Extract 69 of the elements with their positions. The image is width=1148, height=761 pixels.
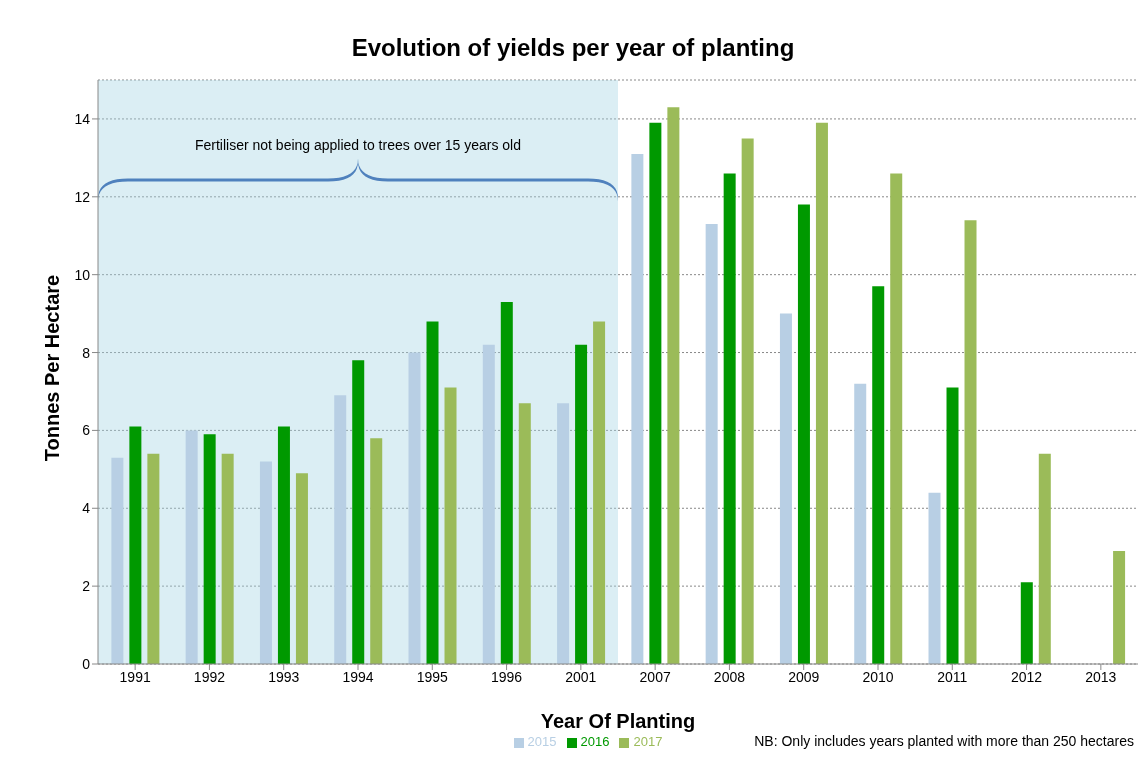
y-axis-title: Tonnes Per Hectare [40, 274, 64, 462]
x-tick-label: 2012 [1010, 668, 1043, 685]
bar [500, 301, 513, 664]
x-tick-label: 1996 [490, 668, 523, 685]
bar [946, 387, 959, 664]
bar [277, 426, 290, 664]
bar [352, 360, 365, 664]
bar [779, 313, 792, 664]
bar [518, 403, 531, 664]
bar [1038, 453, 1051, 664]
bar [185, 430, 198, 664]
bar [797, 204, 810, 664]
bar [557, 403, 570, 664]
bar [854, 383, 867, 664]
x-tick-label: 1992 [193, 668, 226, 685]
y-tick-label: 0 [82, 655, 91, 672]
bar [705, 224, 718, 664]
bar [426, 321, 439, 664]
x-tick-label: 2013 [1085, 668, 1117, 685]
x-tick-label: 2008 [713, 668, 746, 685]
bar [815, 122, 828, 664]
bar [482, 344, 495, 664]
x-tick-label: 2001 [565, 668, 597, 685]
chart-title: Evolution of yields per year of planting [350, 34, 796, 62]
bar [444, 387, 457, 664]
y-tick-label: 6 [82, 422, 91, 439]
bar [370, 438, 383, 664]
bar [872, 286, 885, 664]
bar [203, 434, 216, 664]
legend-label: 2017 [633, 734, 663, 749]
text: NB: Only includes years planted with more than 250 hectares [754, 733, 1134, 749]
legend-label: 2015 [527, 734, 557, 749]
band-label: Fertiliser not being applied to trees over 15 years old [194, 137, 522, 153]
bar [667, 107, 680, 664]
legend-label: 2016 [580, 734, 610, 749]
bar [221, 453, 234, 664]
y-tick-label: 4 [82, 500, 91, 517]
y-tick-label: 8 [82, 344, 91, 361]
x-tick-label: 2010 [862, 668, 894, 685]
bar [408, 352, 421, 664]
bar [631, 153, 644, 664]
bar [723, 173, 736, 664]
x-tick-label: 1995 [416, 668, 449, 685]
bar [259, 461, 272, 664]
x-tick-label: 2007 [639, 668, 671, 685]
bar [593, 321, 606, 664]
bar [964, 220, 977, 664]
x-axis-title: Year Of Planting [540, 710, 696, 732]
y-tick-label: 10 [74, 266, 91, 283]
y-tick-label: 2 [82, 578, 91, 595]
bar [890, 173, 903, 664]
x-tick-label: 2009 [788, 668, 820, 685]
bar [147, 453, 160, 664]
bar [111, 457, 124, 664]
bar [1020, 582, 1033, 664]
bar [129, 426, 142, 664]
bar [1113, 551, 1126, 664]
bar [295, 473, 308, 664]
bar [928, 492, 941, 664]
x-tick-label: 2011 [937, 668, 968, 685]
y-tick-label: 12 [74, 188, 91, 205]
x-tick-label: 1994 [342, 668, 374, 685]
y-tick-label: 14 [74, 110, 91, 127]
bar [334, 395, 347, 664]
x-tick-label: 1991 [119, 668, 151, 685]
bar [575, 344, 588, 664]
bar [649, 122, 662, 664]
bar [741, 138, 754, 664]
x-tick-label: 1993 [268, 668, 300, 685]
